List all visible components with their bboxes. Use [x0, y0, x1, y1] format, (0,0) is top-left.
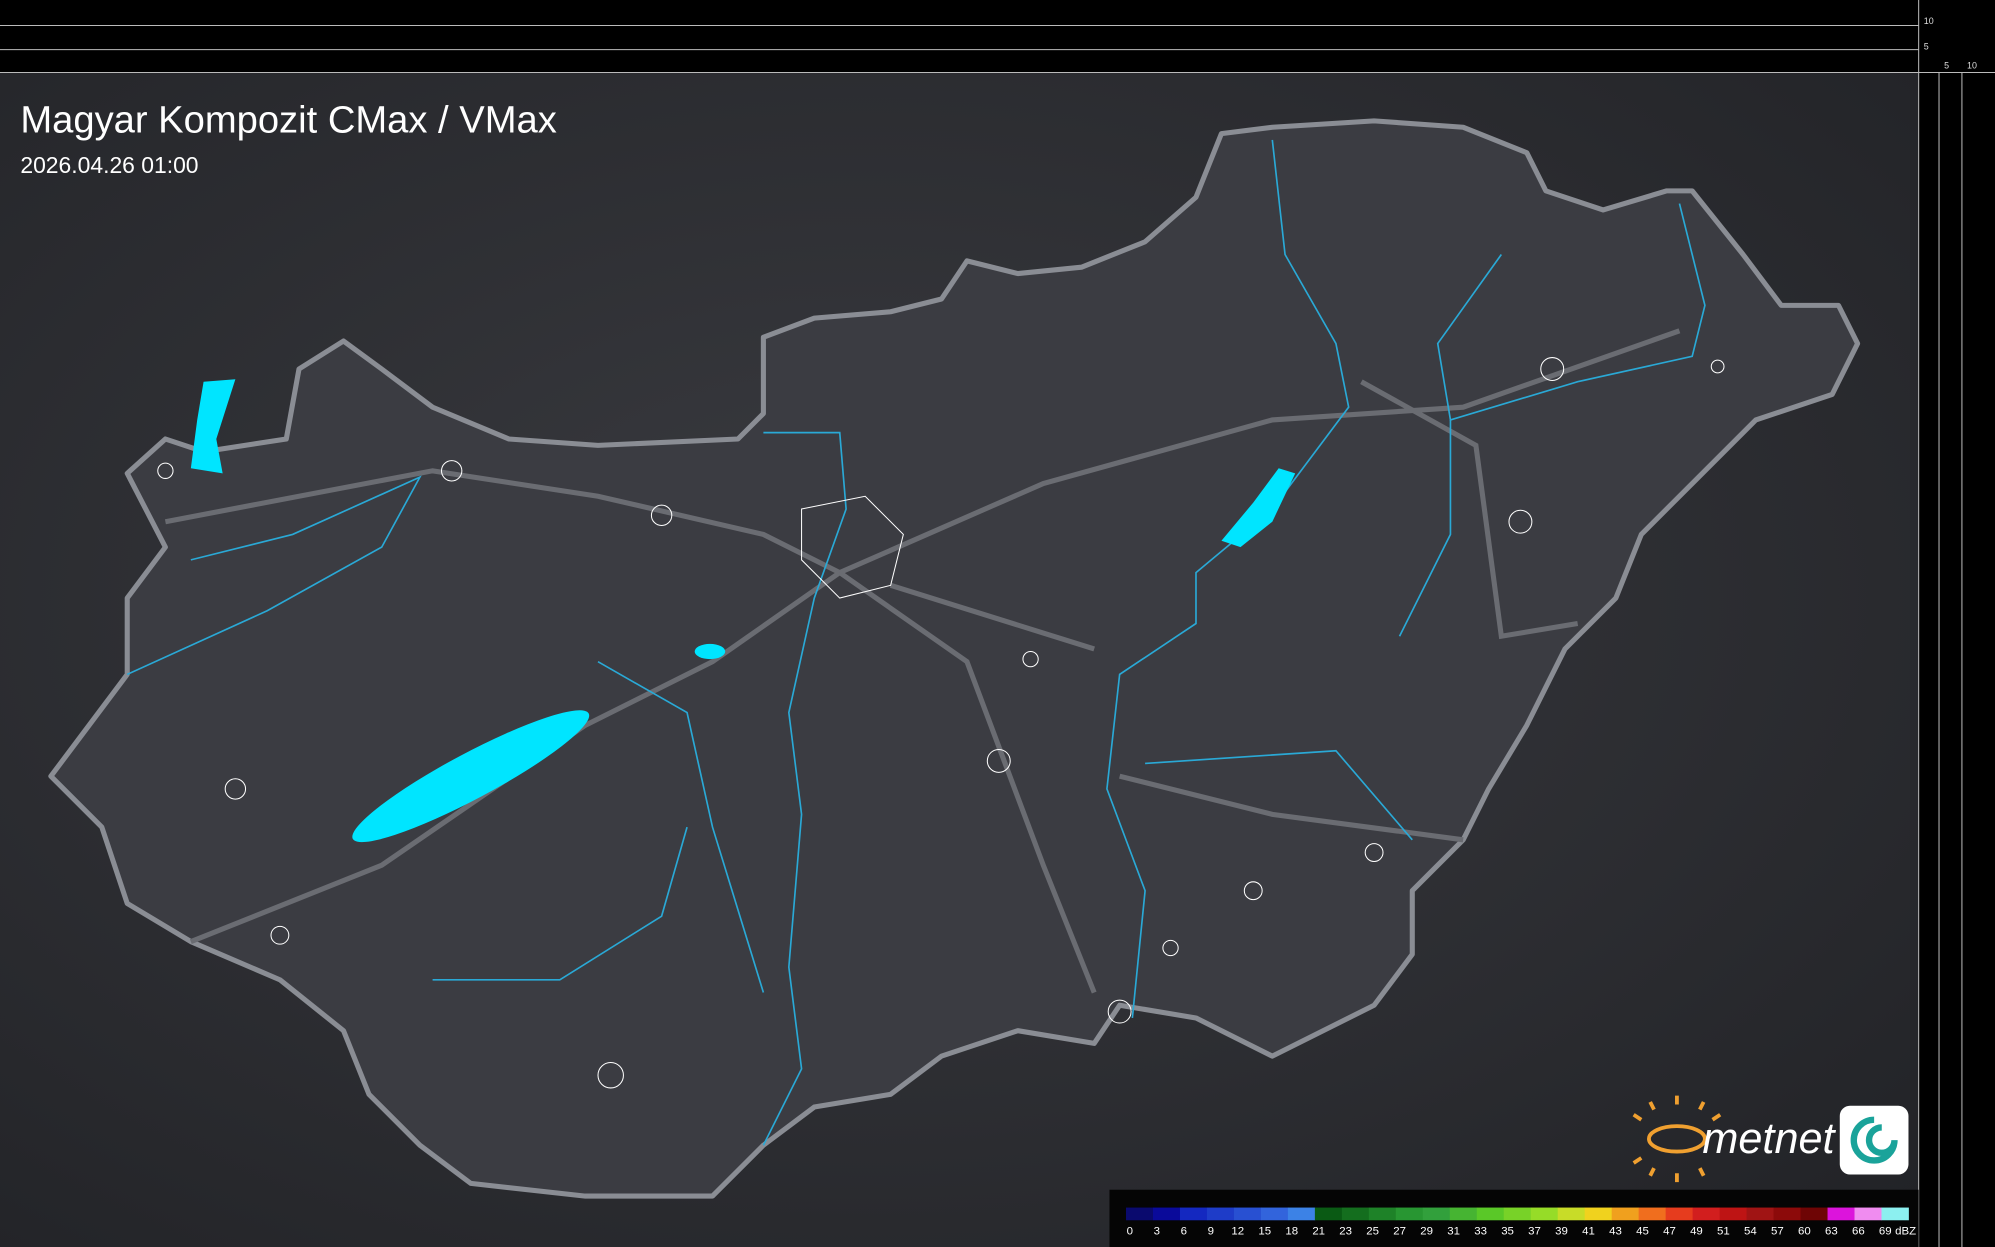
- colorbar-swatch: [1206, 1207, 1235, 1221]
- colorbar-swatch: [1638, 1207, 1667, 1221]
- colorbar-swatch: [1827, 1207, 1855, 1221]
- colorbar-label: 18: [1285, 1225, 1298, 1237]
- colorbar-label: 27: [1393, 1225, 1406, 1237]
- colorbar-swatch: [1287, 1207, 1316, 1221]
- colorbar-label: 33: [1474, 1225, 1487, 1237]
- rivers: [126, 139, 1706, 1146]
- colorbar-swatch: [1854, 1207, 1882, 1221]
- colorbar-label: 63: [1825, 1225, 1838, 1237]
- map-title: Magyar Kompozit CMax / VMax: [20, 98, 556, 141]
- colorbar-swatch: [1584, 1207, 1613, 1221]
- colorbar-label: 45: [1636, 1225, 1649, 1237]
- colorbar-swatch: [1126, 1207, 1154, 1221]
- colorbar-swatch: [1395, 1207, 1424, 1221]
- colorbar-label: 54: [1744, 1225, 1757, 1237]
- scale-label: 10: [1924, 16, 1934, 26]
- map-timestamp: 2026.04.26 01:00: [20, 152, 198, 178]
- colorbar-label: 69: [1879, 1225, 1892, 1237]
- colorbar-unit: dBZ: [1895, 1225, 1916, 1237]
- colorbar-label: 25: [1366, 1225, 1379, 1237]
- colorbar-swatch: [1773, 1207, 1801, 1221]
- colorbar-label: 60: [1798, 1225, 1811, 1237]
- colorbar-label: 6: [1181, 1225, 1187, 1237]
- colorbar-swatch: [1314, 1207, 1343, 1221]
- colorbar-swatch: [1719, 1207, 1747, 1221]
- lakes: [190, 379, 1296, 843]
- colorbar-swatch: [1152, 1207, 1181, 1221]
- colorbar-label: 35: [1501, 1225, 1514, 1237]
- colorbar-label: 57: [1771, 1225, 1784, 1237]
- colorbar-label: 47: [1663, 1225, 1676, 1237]
- roads: [164, 328, 1681, 994]
- scale-label: 5: [1944, 61, 1949, 71]
- colorbar-swatch: [1368, 1207, 1397, 1221]
- colorbar-swatch: [1341, 1207, 1370, 1221]
- colorbar-label: 21: [1312, 1225, 1325, 1237]
- colorbar-swatch: [1557, 1207, 1586, 1221]
- colorbar-swatch: [1260, 1207, 1289, 1221]
- colorbar-swatch: [1179, 1207, 1208, 1221]
- logo: metnet: [1632, 1095, 1909, 1183]
- colorbar-label: 0: [1127, 1225, 1133, 1237]
- settlements: [157, 357, 1725, 1089]
- colorbar-label: 49: [1690, 1225, 1703, 1237]
- colorbar-swatch: [1692, 1207, 1720, 1221]
- colorbar-label: 9: [1208, 1225, 1214, 1237]
- colorbar-swatch: [1800, 1207, 1828, 1221]
- colorbar-label: 39: [1555, 1225, 1568, 1237]
- colorbar-swatch: [1503, 1207, 1532, 1221]
- colorbar-label: 51: [1717, 1225, 1730, 1237]
- colorbar-label: 15: [1258, 1225, 1271, 1237]
- country-outline: [48, 118, 1861, 1199]
- colorbar-swatch: [1449, 1207, 1478, 1221]
- scale-label: 5: [1924, 42, 1929, 52]
- colorbar-label: 41: [1582, 1225, 1595, 1237]
- colorbar-label: 31: [1447, 1225, 1460, 1237]
- logo-text: metnet: [1702, 1115, 1836, 1163]
- colorbar-swatch: [1530, 1207, 1559, 1221]
- colorbar-label: 43: [1609, 1225, 1622, 1237]
- colorbar-swatch: [1665, 1207, 1694, 1221]
- colorbar-label: 29: [1420, 1225, 1433, 1237]
- colorbar-swatch: [1422, 1207, 1451, 1221]
- colorbar: 0 3 6 9 12 15 18 21 23 25 27 29 31 33 35 37 39 41 43 45 47 49…: [1126, 1207, 1916, 1237]
- scale-label: 10: [1967, 61, 1977, 71]
- colorbar-swatch: [1476, 1207, 1505, 1221]
- colorbar-swatch: [1881, 1207, 1909, 1221]
- colorbar-swatch: [1611, 1207, 1640, 1221]
- colorbar-label: 37: [1528, 1225, 1541, 1237]
- colorbar-label: 3: [1154, 1225, 1160, 1237]
- colorbar-label: 23: [1339, 1225, 1352, 1237]
- colorbar-swatch: [1233, 1207, 1262, 1221]
- colorbar-label: 12: [1231, 1225, 1244, 1237]
- colorbar-swatch: [1746, 1207, 1774, 1221]
- colorbar-label: 66: [1852, 1225, 1865, 1237]
